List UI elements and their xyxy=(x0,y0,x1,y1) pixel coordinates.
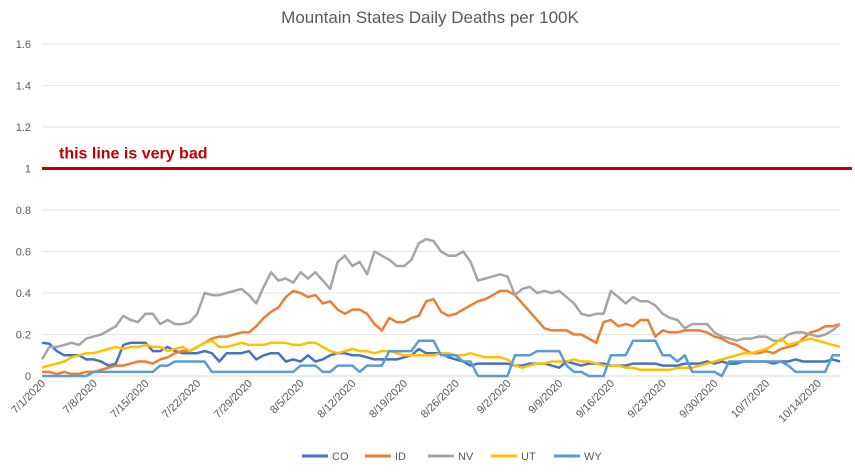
y-tick-label: 0 xyxy=(25,371,31,383)
y-tick-label: 0.4 xyxy=(16,288,31,300)
legend-label-wy: WY xyxy=(584,451,602,463)
y-tick-label: 0.2 xyxy=(16,330,31,342)
legend-label-nv: NV xyxy=(458,451,474,463)
legend-label-ut: UT xyxy=(521,451,536,463)
y-tick-label: 1.4 xyxy=(16,81,31,93)
reference-line-label: this line is very bad xyxy=(59,146,208,163)
y-tick-label: 0.6 xyxy=(16,247,31,259)
y-tick-label: 1 xyxy=(25,164,31,176)
series-lines xyxy=(40,237,841,378)
series-line-nv xyxy=(40,237,841,361)
legend-label-id: ID xyxy=(395,451,406,463)
legend: CO ID NV UT WY xyxy=(302,451,602,463)
series-line-id xyxy=(42,289,841,376)
y-tick-label: 1.2 xyxy=(16,122,31,134)
y-tick-label: 1.6 xyxy=(16,39,31,51)
chart-title: Mountain States Daily Deaths per 100K xyxy=(281,8,579,27)
y-axis-ticks: 0 0.2 0.4 0.6 0.8 1 1.2 1.4 1.6 xyxy=(16,39,31,383)
legend-label-co: CO xyxy=(332,451,349,463)
series-line-wy xyxy=(42,339,840,378)
y-tick-label: 0.8 xyxy=(16,205,31,217)
